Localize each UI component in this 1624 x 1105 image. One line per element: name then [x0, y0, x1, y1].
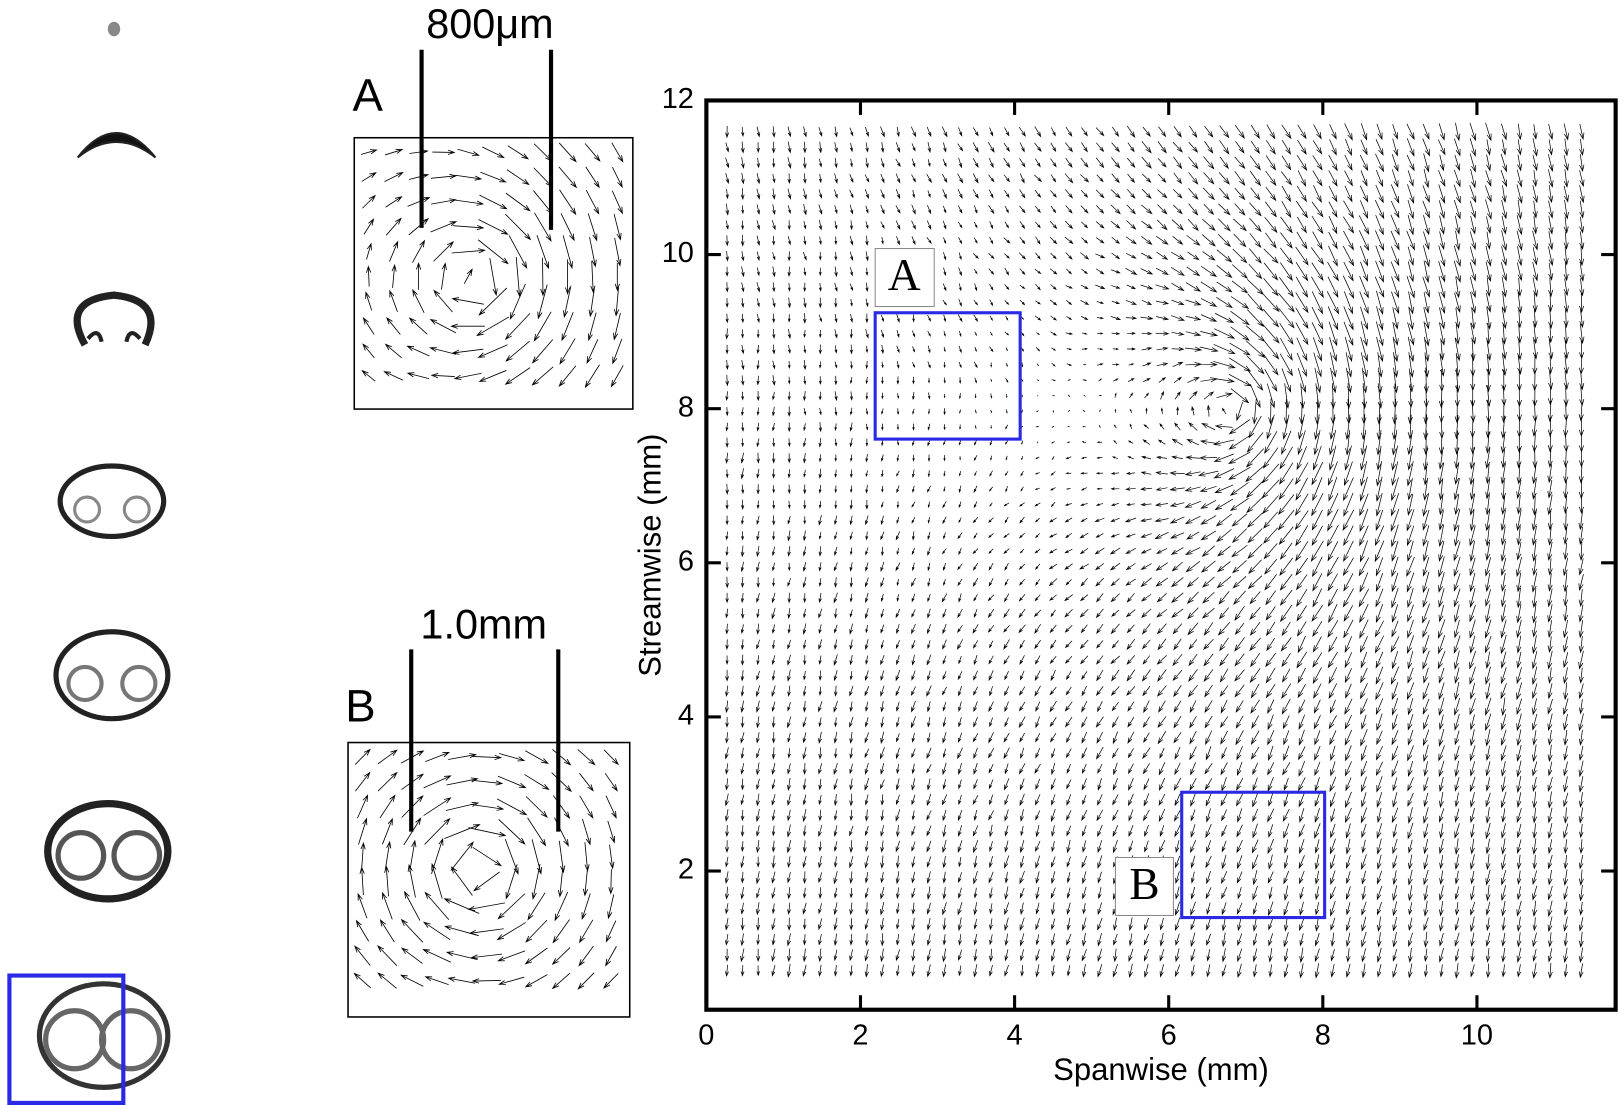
annotation-box: [1114, 856, 1174, 917]
inset-vector-field: [353, 748, 620, 990]
inset-label: A: [353, 69, 384, 120]
y-axis-label: Streamwise (mm): [633, 433, 668, 676]
vector-field: [724, 122, 1585, 979]
inset-vector-field: [360, 142, 624, 389]
y-tick-label: 12: [662, 83, 694, 115]
region-box: [873, 311, 1022, 441]
x-tick-label: 8: [1315, 1019, 1331, 1051]
scale-label: 800μm: [426, 1, 553, 47]
y-tick-label: 4: [678, 700, 694, 732]
inset-frame: [353, 136, 634, 410]
annotation: B: [1129, 858, 1159, 909]
y-tick-label: 6: [678, 545, 694, 577]
annotation-box: [874, 248, 935, 308]
x-tick-label: 4: [1007, 1019, 1023, 1051]
x-tick-label: 2: [852, 1019, 868, 1051]
inset-label: B: [345, 680, 375, 731]
scale-label: 1.0mm: [420, 602, 547, 648]
x-tick-label: 10: [1461, 1019, 1493, 1051]
x-tick-label: 6: [1161, 1019, 1177, 1051]
x-tick-label: 0: [698, 1019, 714, 1051]
quiver-plot: 0 2 4 6 8 10 2 4 6 8 10 12 Spanwise (mm) Streamwise (…: [633, 83, 1618, 1087]
droplet-sequence: [36, 21, 172, 1090]
highlight-box: [7, 973, 126, 1105]
y-tick-label: 10: [662, 237, 694, 269]
x-axis-label: Spanwise (mm): [1053, 1052, 1269, 1087]
inset-frame: [347, 741, 631, 1018]
y-tick-label: 8: [678, 391, 694, 423]
y-tick-label: 2: [678, 854, 694, 886]
region-box: [1180, 790, 1327, 920]
annotation: A: [888, 249, 921, 300]
plot-frame: [704, 98, 1618, 1012]
